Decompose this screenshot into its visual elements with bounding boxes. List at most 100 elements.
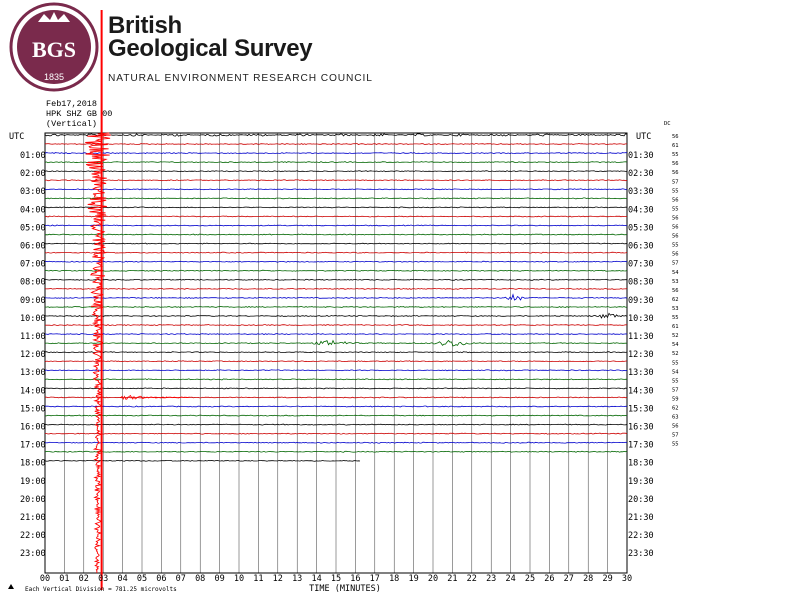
trace-line: [44, 251, 628, 254]
dc-offset-label: 55: [672, 315, 679, 321]
dc-offset-label: 55: [672, 188, 679, 194]
teleseismic-event: [85, 132, 111, 574]
left-hour-label: 13:00: [20, 368, 46, 378]
dc-offset-label: 52: [672, 351, 679, 357]
station-info: Feb17,2018 HPK SHZ GB 00 (Vertical): [46, 99, 112, 129]
dc-offset-label: 56: [672, 170, 679, 176]
bgs-logo: BGS 1835: [9, 2, 99, 92]
x-tick-label: 23: [486, 574, 496, 584]
dc-offset-label: 57: [672, 387, 679, 393]
x-tick-label: 13: [292, 574, 302, 584]
trace-line: [44, 441, 628, 444]
logo-text: BGS: [32, 37, 76, 62]
trace-line: [44, 161, 628, 164]
right-hour-label: 17:30: [628, 441, 654, 451]
x-tick-label: 02: [79, 574, 89, 584]
org-name-line1: British: [108, 12, 182, 39]
right-hour-label: 21:30: [628, 513, 654, 523]
left-hour-label: 19:00: [20, 477, 46, 487]
dc-offset-label: 56: [672, 197, 679, 203]
trace-line: [44, 450, 628, 453]
left-hour-label: 10:00: [20, 314, 46, 324]
right-hour-label: 05:30: [628, 223, 654, 233]
scale-marker-icon: [8, 584, 14, 589]
trace-line: [44, 312, 628, 319]
left-hour-label: 02:00: [20, 169, 46, 179]
left-hour-label: 16:00: [20, 423, 46, 433]
x-axis-label: TIME (MINUTES): [309, 584, 381, 594]
dc-offset-label: 57: [672, 261, 679, 267]
dc-offset-label: 55: [672, 378, 679, 384]
trace-line: [44, 387, 628, 390]
x-tick-label: 28: [583, 574, 593, 584]
left-hour-label: 12:00: [20, 350, 46, 360]
left-hour-label: 21:00: [20, 513, 46, 523]
station-date: Feb17,2018: [46, 99, 98, 109]
x-tick-label: 18: [389, 574, 399, 584]
trace-line: [44, 233, 628, 236]
right-hour-label: 08:30: [628, 278, 654, 288]
x-tick-label: 16: [350, 574, 360, 584]
left-hour-label: 03:00: [20, 187, 46, 197]
dc-offset-label: 59: [672, 396, 679, 402]
right-hour-label: 07:30: [628, 260, 654, 270]
trace-line: [44, 414, 628, 417]
left-hour-label: 01:00: [20, 151, 46, 161]
crown-icon: [38, 12, 70, 22]
station-channel: HPK SHZ GB 00: [46, 109, 113, 119]
trace-line: [44, 324, 628, 327]
trace-line: [44, 459, 361, 462]
x-tick-label: 05: [137, 574, 147, 584]
dc-offset-label: 57: [672, 433, 679, 439]
council-name: NATURAL ENVIRONMENT RESEARCH COUNCIL: [108, 73, 373, 84]
left-hour-label: 14:00: [20, 386, 46, 396]
right-hour-label: 15:30: [628, 404, 654, 414]
right-hour-label: 02:30: [628, 169, 654, 179]
right-hour-label: 13:30: [628, 368, 654, 378]
station-component: (Vertical): [46, 119, 98, 129]
x-tick-label: 09: [214, 574, 224, 584]
dc-offset-label: 56: [672, 225, 679, 231]
trace-line: [44, 293, 628, 301]
dc-offset-label: 56: [672, 424, 679, 430]
dc-offset-label: 61: [672, 143, 679, 149]
trace-line: [44, 197, 627, 200]
x-tick-label: 22: [467, 574, 477, 584]
trace-line: [44, 152, 628, 155]
x-tick-label: 14: [311, 574, 321, 584]
x-tick-label: 21: [447, 574, 457, 584]
trace-line: [44, 215, 627, 218]
left-hour-label: 17:00: [20, 441, 46, 451]
dc-offset-label: 63: [672, 415, 679, 421]
trace-line: [45, 143, 627, 145]
left-hour-label: 11:00: [20, 332, 46, 342]
right-hour-label: 19:30: [628, 477, 654, 487]
x-tick-label: 27: [564, 574, 574, 584]
logo-emblem: [17, 10, 91, 84]
dc-offset-label: 55: [672, 206, 679, 212]
right-hour-label: 06:30: [628, 242, 654, 252]
trace-line: [45, 224, 628, 227]
right-hour-label: 12:30: [628, 350, 654, 360]
x-tick-label: 04: [117, 574, 127, 584]
trace-line: [44, 170, 627, 173]
left-hour-label: 05:00: [20, 223, 46, 233]
dc-offset-label: 52: [672, 333, 679, 339]
right-hour-label: 18:30: [628, 459, 654, 469]
trace-line: [44, 369, 628, 372]
right-hour-label: 23:30: [628, 549, 654, 559]
left-hour-label: 04:00: [20, 205, 46, 215]
right-hour-label: 22:30: [628, 531, 654, 541]
trace-line: [44, 333, 628, 336]
logo-year: 1835: [44, 72, 64, 82]
left-hour-label: 15:00: [20, 404, 46, 414]
org-name-line2: Geological Survey: [108, 35, 313, 62]
left-hour-label: 23:00: [20, 549, 46, 559]
dc-offset-label: 53: [672, 279, 679, 285]
trace-line: [44, 305, 628, 308]
x-tick-label: 10: [234, 574, 244, 584]
dc-offset-label: 55: [672, 442, 679, 448]
dc-offset-label: 55: [672, 152, 679, 158]
right-hour-label: 10:30: [628, 314, 654, 324]
